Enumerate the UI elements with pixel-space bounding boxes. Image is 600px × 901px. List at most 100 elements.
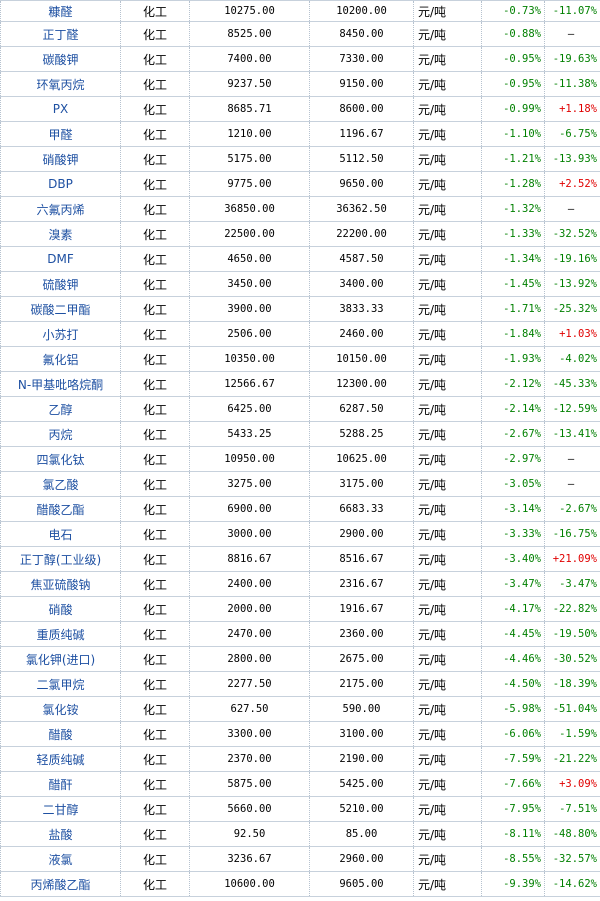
change-period-cell: +3.09% [544, 771, 600, 797]
product-name-link[interactable]: 氯化钾(进口) [0, 646, 121, 672]
price-current-cell: 12300.00 [309, 371, 414, 397]
sector-cell: 化工 [120, 271, 190, 297]
unit-cell: 元/吨 [413, 171, 482, 197]
change-period-cell: -3.47% [544, 571, 600, 597]
price-prev-cell: 627.50 [189, 696, 310, 722]
price-prev-cell: 2470.00 [189, 621, 310, 647]
change-period-cell: -22.82% [544, 596, 600, 622]
product-name-link[interactable]: 糠醛 [0, 0, 121, 22]
product-name-link[interactable]: 甲醛 [0, 121, 121, 147]
change-recent-cell: -8.11% [481, 821, 545, 847]
price-prev-cell: 3450.00 [189, 271, 310, 297]
product-name-link[interactable]: 醋酸乙酯 [0, 496, 121, 522]
product-name-link[interactable]: 碳酸钾 [0, 46, 121, 72]
change-recent-cell: -4.45% [481, 621, 545, 647]
change-period-cell: -13.93% [544, 146, 600, 172]
sector-cell: 化工 [120, 546, 190, 572]
sector-cell: 化工 [120, 796, 190, 822]
change-recent-cell: -0.95% [481, 71, 545, 97]
change-period-cell: -19.16% [544, 246, 600, 272]
unit-cell: 元/吨 [413, 571, 482, 597]
change-period-cell: -45.33% [544, 371, 600, 397]
change-recent-cell: -4.17% [481, 596, 545, 622]
sector-cell: 化工 [120, 596, 190, 622]
change-recent-cell: -7.66% [481, 771, 545, 797]
unit-cell: 元/吨 [413, 271, 482, 297]
table-row: 正丁醛 化工 8525.00 8450.00 元/吨 -0.88% — [0, 21, 600, 47]
change-recent-cell: -3.05% [481, 471, 545, 497]
sector-cell: 化工 [120, 346, 190, 372]
price-prev-cell: 8816.67 [189, 546, 310, 572]
table-row: 环氧丙烷 化工 9237.50 9150.00 元/吨 -0.95% -11.38% [0, 71, 600, 97]
price-current-cell: 4587.50 [309, 246, 414, 272]
price-prev-cell: 2506.00 [189, 321, 310, 347]
unit-cell: 元/吨 [413, 546, 482, 572]
product-name-link[interactable]: 电石 [0, 521, 121, 547]
table-row: 甲醛 化工 1210.00 1196.67 元/吨 -1.10% -6.75% [0, 121, 600, 147]
product-name-link[interactable]: 氯乙酸 [0, 471, 121, 497]
table-row: 醋酸乙酯 化工 6900.00 6683.33 元/吨 -3.14% -2.67% [0, 496, 600, 522]
product-name-link[interactable]: 轻质纯碱 [0, 746, 121, 772]
price-current-cell: 85.00 [309, 821, 414, 847]
product-name-link[interactable]: 醋酸 [0, 721, 121, 747]
unit-cell: 元/吨 [413, 71, 482, 97]
change-period-cell: -11.38% [544, 71, 600, 97]
change-period-cell: +21.09% [544, 546, 600, 572]
change-recent-cell: -7.95% [481, 796, 545, 822]
table-row: 醋酸 化工 3300.00 3100.00 元/吨 -6.06% -1.59% [0, 721, 600, 747]
sector-cell: 化工 [120, 371, 190, 397]
change-period-cell: -6.75% [544, 121, 600, 147]
product-name-link[interactable]: DMF [0, 246, 121, 272]
product-name-link[interactable]: 氯化铵 [0, 696, 121, 722]
product-name-link[interactable]: 醋酐 [0, 771, 121, 797]
unit-cell: 元/吨 [413, 121, 482, 147]
product-name-link[interactable]: 碳酸二甲酯 [0, 296, 121, 322]
price-current-cell: 9605.00 [309, 871, 414, 897]
sector-cell: 化工 [120, 421, 190, 447]
product-name-link[interactable]: 乙醇 [0, 396, 121, 422]
product-name-link[interactable]: 重质纯碱 [0, 621, 121, 647]
product-name-link[interactable]: PX [0, 96, 121, 122]
price-prev-cell: 2800.00 [189, 646, 310, 672]
product-name-link[interactable]: 六氟丙烯 [0, 196, 121, 222]
change-period-cell: -51.04% [544, 696, 600, 722]
price-current-cell: 9650.00 [309, 171, 414, 197]
product-name-link[interactable]: DBP [0, 171, 121, 197]
price-prev-cell: 3900.00 [189, 296, 310, 322]
sector-cell: 化工 [120, 721, 190, 747]
product-name-link[interactable]: 正丁醛 [0, 21, 121, 47]
product-name-link[interactable]: 正丁醇(工业级) [0, 546, 121, 572]
table-row: 硝酸 化工 2000.00 1916.67 元/吨 -4.17% -22.82% [0, 596, 600, 622]
product-name-link[interactable]: 溴素 [0, 221, 121, 247]
product-name-link[interactable]: 环氧丙烷 [0, 71, 121, 97]
product-name-link[interactable]: 焦亚硫酸钠 [0, 571, 121, 597]
change-period-cell: — [544, 471, 600, 497]
change-period-cell: -18.39% [544, 671, 600, 697]
table-row: 丙烷 化工 5433.25 5288.25 元/吨 -2.67% -13.41% [0, 421, 600, 447]
price-prev-cell: 1210.00 [189, 121, 310, 147]
price-current-cell: 7330.00 [309, 46, 414, 72]
sector-cell: 化工 [120, 621, 190, 647]
product-name-link[interactable]: 硝酸钾 [0, 146, 121, 172]
product-name-link[interactable]: 丙烷 [0, 421, 121, 447]
product-name-link[interactable]: N-甲基吡咯烷酮 [0, 371, 121, 397]
change-recent-cell: -1.45% [481, 271, 545, 297]
product-name-link[interactable]: 四氯化钛 [0, 446, 121, 472]
unit-cell: 元/吨 [413, 646, 482, 672]
product-name-link[interactable]: 二氯甲烷 [0, 671, 121, 697]
price-prev-cell: 10350.00 [189, 346, 310, 372]
change-recent-cell: -4.50% [481, 671, 545, 697]
table-row: 丙烯酸乙酯 化工 10600.00 9605.00 元/吨 -9.39% -14.62% [0, 871, 600, 897]
product-name-link[interactable]: 二甘醇 [0, 796, 121, 822]
sector-cell: 化工 [120, 671, 190, 697]
change-period-cell: -2.67% [544, 496, 600, 522]
product-name-link[interactable]: 硝酸 [0, 596, 121, 622]
product-name-link[interactable]: 丙烯酸乙酯 [0, 871, 121, 897]
product-name-link[interactable]: 盐酸 [0, 821, 121, 847]
product-name-link[interactable]: 液氯 [0, 846, 121, 872]
product-name-link[interactable]: 硫酸钾 [0, 271, 121, 297]
product-name-link[interactable]: 小苏打 [0, 321, 121, 347]
product-name-link[interactable]: 氟化铝 [0, 346, 121, 372]
sector-cell: 化工 [120, 121, 190, 147]
sector-cell: 化工 [120, 521, 190, 547]
